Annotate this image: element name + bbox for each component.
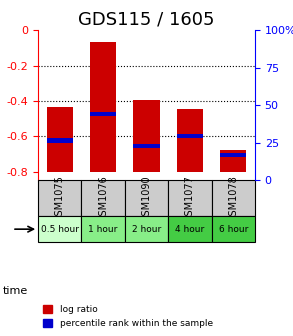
Bar	[134, 100, 159, 172]
FancyBboxPatch shape	[38, 216, 81, 242]
Bar	[177, 134, 203, 138]
FancyBboxPatch shape	[168, 216, 212, 242]
Bar	[134, 144, 159, 148]
Bar	[90, 112, 116, 116]
FancyBboxPatch shape	[168, 180, 212, 216]
Bar	[177, 109, 203, 172]
FancyBboxPatch shape	[125, 216, 168, 242]
Text: 0.5 hour: 0.5 hour	[41, 225, 79, 234]
Bar	[220, 150, 246, 172]
FancyBboxPatch shape	[81, 216, 125, 242]
Legend: log ratio, percentile rank within the sample: log ratio, percentile rank within the sa…	[40, 301, 216, 332]
Bar	[47, 138, 73, 143]
Text: GSM1090: GSM1090	[142, 175, 151, 222]
Text: 1 hour: 1 hour	[88, 225, 118, 234]
Text: GSM1075: GSM1075	[55, 175, 65, 222]
Bar	[47, 107, 73, 172]
Text: GSM1077: GSM1077	[185, 175, 195, 222]
FancyBboxPatch shape	[212, 216, 255, 242]
Text: 2 hour: 2 hour	[132, 225, 161, 234]
FancyBboxPatch shape	[81, 180, 125, 216]
Text: time: time	[3, 286, 28, 296]
FancyBboxPatch shape	[212, 180, 255, 216]
Bar	[90, 42, 116, 172]
Text: 6 hour: 6 hour	[219, 225, 248, 234]
Text: 4 hour: 4 hour	[175, 225, 205, 234]
FancyBboxPatch shape	[38, 180, 81, 216]
Bar	[220, 153, 246, 157]
FancyBboxPatch shape	[125, 180, 168, 216]
Text: GSM1076: GSM1076	[98, 175, 108, 222]
Title: GDS115 / 1605: GDS115 / 1605	[78, 11, 215, 29]
Text: GSM1078: GSM1078	[228, 175, 238, 222]
